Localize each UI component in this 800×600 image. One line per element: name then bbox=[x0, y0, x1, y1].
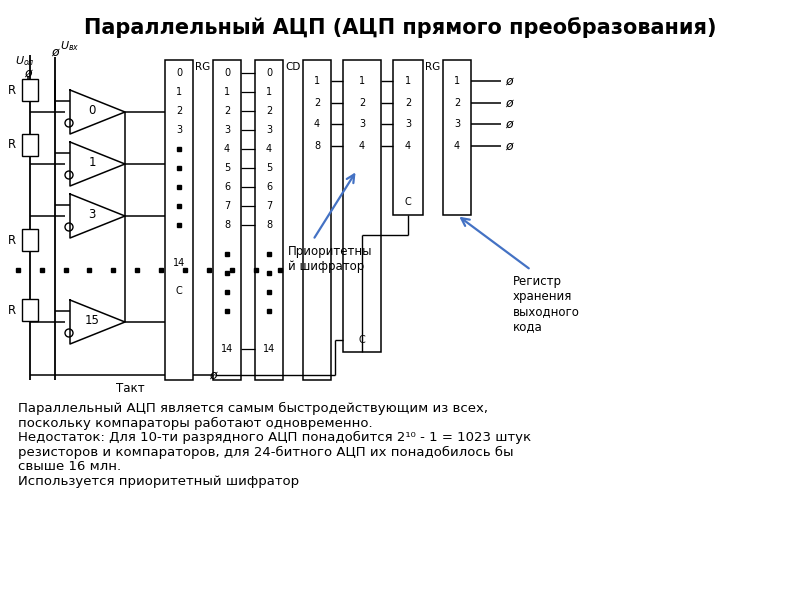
Text: 2: 2 bbox=[266, 106, 272, 116]
Text: 6: 6 bbox=[224, 182, 230, 192]
Text: ø: ø bbox=[51, 46, 59, 58]
Text: 7: 7 bbox=[266, 201, 272, 211]
Bar bbox=[22, 229, 38, 251]
Text: C: C bbox=[176, 286, 182, 296]
Text: 1: 1 bbox=[88, 155, 96, 169]
Text: 3: 3 bbox=[266, 125, 272, 135]
Bar bbox=[165, 60, 193, 380]
Text: Регистр
хранения
выходного
кода: Регистр хранения выходного кода bbox=[513, 275, 580, 333]
Text: 1: 1 bbox=[314, 76, 320, 86]
Text: CD: CD bbox=[286, 62, 301, 72]
Bar bbox=[343, 60, 381, 352]
Text: 1: 1 bbox=[405, 76, 411, 86]
Text: 15: 15 bbox=[85, 313, 99, 326]
Text: 4: 4 bbox=[454, 141, 460, 151]
Text: 8: 8 bbox=[224, 220, 230, 230]
Text: R: R bbox=[8, 304, 16, 317]
Text: 0: 0 bbox=[266, 68, 272, 78]
Text: ø: ø bbox=[24, 67, 32, 79]
Text: RG: RG bbox=[195, 62, 210, 72]
Text: 7: 7 bbox=[224, 201, 230, 211]
Text: C: C bbox=[405, 197, 411, 207]
Text: R: R bbox=[8, 83, 16, 97]
Text: Приоритетны
й шифратор: Приоритетны й шифратор bbox=[288, 245, 373, 273]
Bar bbox=[443, 60, 471, 215]
Text: 0: 0 bbox=[88, 103, 96, 116]
Text: 0: 0 bbox=[176, 68, 182, 78]
Bar bbox=[303, 60, 331, 380]
Text: 14: 14 bbox=[263, 343, 275, 353]
Text: $U_{оп}$: $U_{оп}$ bbox=[15, 54, 34, 68]
Text: 3: 3 bbox=[88, 208, 96, 220]
Text: Используется приоритетный шифратор: Используется приоритетный шифратор bbox=[18, 475, 299, 487]
Text: Параллельный АЦП является самым быстродействующим из всех,: Параллельный АЦП является самым быстроде… bbox=[18, 402, 488, 415]
Text: 4: 4 bbox=[224, 144, 230, 154]
Text: свыше 16 млн.: свыше 16 млн. bbox=[18, 460, 121, 473]
Text: 8: 8 bbox=[314, 141, 320, 151]
Text: 5: 5 bbox=[266, 163, 272, 173]
Text: 3: 3 bbox=[359, 119, 365, 129]
Text: ø: ø bbox=[505, 97, 513, 109]
Bar bbox=[22, 79, 38, 101]
Text: резисторов и компараторов, для 24-битного АЦП их понадобилось бы: резисторов и компараторов, для 24-битног… bbox=[18, 445, 514, 458]
Text: 3: 3 bbox=[405, 119, 411, 129]
Bar bbox=[22, 299, 38, 321]
Text: 4: 4 bbox=[405, 141, 411, 151]
Text: 3: 3 bbox=[454, 119, 460, 129]
Text: 2: 2 bbox=[224, 106, 230, 116]
Text: ø: ø bbox=[505, 74, 513, 88]
Bar bbox=[393, 60, 423, 215]
Text: 2: 2 bbox=[314, 98, 320, 108]
Text: 3: 3 bbox=[224, 125, 230, 135]
Text: 14: 14 bbox=[221, 343, 233, 353]
Text: 4: 4 bbox=[314, 119, 320, 129]
Bar bbox=[213, 60, 241, 380]
Text: $U_{вх}$: $U_{вх}$ bbox=[60, 39, 79, 53]
Bar bbox=[255, 60, 283, 380]
Text: 1: 1 bbox=[359, 76, 365, 86]
Text: Такт: Такт bbox=[116, 382, 144, 395]
Text: ø: ø bbox=[505, 118, 513, 130]
Bar bbox=[22, 134, 38, 156]
Text: 5: 5 bbox=[224, 163, 230, 173]
Text: 2: 2 bbox=[405, 98, 411, 108]
Text: Параллельный АЦП (АЦП прямого преобразования): Параллельный АЦП (АЦП прямого преобразов… bbox=[84, 17, 716, 38]
Text: 2: 2 bbox=[359, 98, 365, 108]
Text: 1: 1 bbox=[454, 76, 460, 86]
Text: C: C bbox=[358, 335, 366, 345]
Text: R: R bbox=[8, 139, 16, 151]
Text: 0: 0 bbox=[224, 68, 230, 78]
Text: ø: ø bbox=[505, 139, 513, 152]
Text: 14: 14 bbox=[173, 258, 185, 268]
Text: 2: 2 bbox=[454, 98, 460, 108]
Text: 4: 4 bbox=[266, 144, 272, 154]
Text: R: R bbox=[8, 233, 16, 247]
Text: 3: 3 bbox=[176, 125, 182, 135]
Text: 2: 2 bbox=[176, 106, 182, 116]
Text: 1: 1 bbox=[224, 87, 230, 97]
Text: Недостаток: Для 10-ти разрядного АЦП понадобится 2¹⁰ - 1 = 1023 штук: Недостаток: Для 10-ти разрядного АЦП пон… bbox=[18, 431, 531, 444]
Text: RG: RG bbox=[426, 62, 441, 72]
Text: поскольку компараторы работают одновременно.: поскольку компараторы работают одновреме… bbox=[18, 416, 373, 430]
Text: 4: 4 bbox=[359, 141, 365, 151]
Text: 1: 1 bbox=[176, 87, 182, 97]
Text: ø: ø bbox=[209, 368, 217, 382]
Text: 1: 1 bbox=[266, 87, 272, 97]
Text: 6: 6 bbox=[266, 182, 272, 192]
Text: 8: 8 bbox=[266, 220, 272, 230]
